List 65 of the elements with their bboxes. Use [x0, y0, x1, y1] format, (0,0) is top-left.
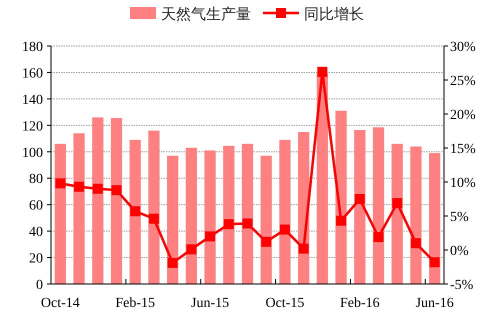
bar: [54, 144, 66, 284]
point: [55, 178, 66, 188]
y2-tick-label: 5%: [450, 210, 469, 225]
point: [205, 231, 216, 242]
x-tick-label: Oct-14: [40, 296, 80, 311]
y2-tick-label: 30%: [450, 40, 476, 55]
point: [317, 66, 328, 77]
y-tick-label: 40: [29, 225, 43, 240]
y-tick-label: 180: [22, 40, 43, 55]
x-tick-label: Jun-15: [191, 296, 230, 311]
point: [298, 244, 309, 254]
y-tick-label: 80: [29, 172, 43, 188]
y-tick-label: 120: [22, 119, 43, 134]
bar: [186, 148, 197, 284]
y-tick-label: 100: [22, 146, 43, 161]
point: [186, 244, 196, 254]
point: [280, 224, 290, 235]
bar: [410, 146, 422, 284]
y2-tick-label: 20%: [450, 108, 476, 123]
y-tick-label: 20: [29, 252, 43, 267]
bar: [110, 118, 122, 284]
point: [148, 214, 159, 224]
bar: [167, 156, 178, 284]
point: [74, 182, 84, 192]
point: [130, 206, 140, 216]
y2-tick-label: 0%: [450, 244, 469, 259]
point: [92, 184, 103, 194]
x-tick-label: Oct-15: [265, 296, 304, 311]
y-tick-label: 140: [22, 92, 43, 108]
bar: [73, 133, 85, 284]
bar: [279, 140, 291, 284]
y-tick-label: 160: [22, 66, 43, 82]
y-tick-label: 0: [36, 278, 43, 293]
point: [410, 238, 421, 248]
point: [261, 236, 272, 247]
x-tick-label: Jun-16: [416, 296, 454, 311]
point: [336, 216, 346, 226]
bar: [429, 153, 440, 284]
bar: [242, 144, 254, 284]
bar: [148, 130, 160, 284]
bar: [223, 146, 234, 284]
y2-tick-label: -5%: [450, 278, 474, 293]
point: [354, 194, 365, 204]
y2-tick-label: 15%: [450, 142, 476, 157]
point: [392, 198, 402, 208]
legend-label: 同比增长: [304, 5, 364, 23]
point: [430, 257, 440, 268]
y2-tick-label: 10%: [450, 176, 476, 191]
point: [112, 185, 122, 196]
point: [168, 258, 178, 268]
x-tick-label: Feb-16: [340, 296, 380, 311]
bar: [204, 150, 216, 284]
point: [224, 219, 234, 230]
bar: [354, 130, 366, 284]
bar: [130, 140, 141, 284]
point: [374, 232, 384, 242]
bar: [260, 156, 272, 284]
legend-label: 天然气生产量: [161, 5, 251, 23]
x-tick-label: Feb-15: [115, 296, 156, 311]
bar: [372, 127, 384, 284]
point: [242, 218, 252, 228]
y2-tick-label: 25%: [450, 74, 476, 89]
bar: [392, 144, 403, 284]
y-tick-label: 60: [29, 198, 43, 214]
bar: [92, 117, 104, 284]
